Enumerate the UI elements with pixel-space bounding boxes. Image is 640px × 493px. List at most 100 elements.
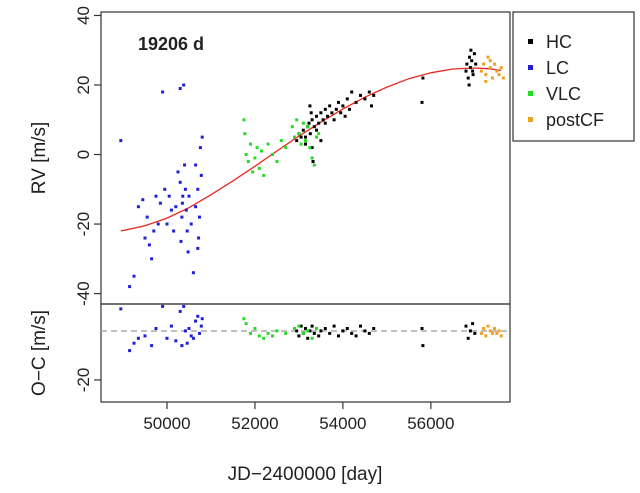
data-point [275,160,279,163]
data-point [420,327,424,330]
data-point [132,274,136,278]
data-point [299,135,303,139]
data-point [249,142,252,146]
data-point [253,156,257,160]
data-point [150,257,154,261]
data-point [490,331,494,335]
legend-marker [528,117,533,122]
rv-y-axis-title: RV [m/s] [29,122,50,195]
data-point [304,139,307,143]
rv-y-axis: -40 -20 0 20 40 [74,6,101,306]
data-point [297,324,301,328]
data-point [470,59,474,63]
data-point [348,107,351,111]
data-point [345,97,349,101]
data-point [249,331,252,335]
data-point [279,139,283,143]
data-point [499,66,503,70]
data-point [297,334,301,338]
panel-title: 19206 d [138,34,204,54]
data-point [200,317,204,321]
data-point [275,329,279,333]
data-point [472,52,476,56]
legend-label: LC [546,58,569,78]
data-point [482,62,486,66]
data-point [354,100,358,104]
residual-panel: -20 O−C [m/s] [29,303,511,403]
data-point [343,114,347,118]
data-point [486,55,490,59]
data-point [497,329,501,333]
data-point [490,76,494,80]
data-point [299,324,303,328]
data-point [257,334,261,338]
data-point [194,319,198,323]
data-point [246,160,250,163]
data-point [345,327,349,330]
data-point [308,132,312,136]
data-point [367,331,371,335]
data-point [339,111,343,115]
data-point [367,90,371,94]
data-point [493,327,497,330]
data-point [310,146,314,150]
data-point [310,324,314,328]
data-point [295,139,299,143]
data-point [468,66,472,70]
data-point [141,198,145,202]
data-point [312,163,316,167]
data-point [295,329,299,333]
data-point [132,341,136,345]
data-point [257,166,261,170]
data-point [310,336,314,340]
rv-y-tick-label: 20 [74,76,93,95]
data-point [484,73,488,77]
legend-label: postCF [546,110,604,130]
data-point [187,194,191,198]
data-point [169,324,173,328]
data-point [321,118,325,122]
legend: HC LC VLC postCF [512,11,635,142]
data-point [315,114,318,118]
data-point [488,59,492,63]
data-point [143,236,147,240]
data-point [328,331,332,335]
data-point [295,118,299,122]
data-point [185,229,189,233]
data-point [181,194,185,198]
data-point [304,142,307,146]
data-point [262,173,266,177]
data-point [363,97,367,101]
rv-plot-frame [100,11,511,305]
data-point [307,121,311,125]
data-point [242,118,246,122]
data-point [186,250,190,254]
data-point [284,331,288,335]
data-point [284,146,288,150]
data-point [180,215,184,219]
data-point [178,180,182,184]
rv-points [119,48,505,289]
data-point [372,327,376,330]
data-point [199,324,203,328]
data-point [317,132,321,136]
data-point [301,331,305,335]
data-point [372,93,376,97]
data-point [304,327,307,330]
residual-y-axis: -20 [74,368,101,393]
data-point [255,146,259,150]
data-point [421,76,425,80]
data-point [266,331,270,335]
residual-y-tick-label: -20 [74,368,93,393]
data-point [198,215,201,219]
data-point [311,160,315,163]
data-point [301,121,305,125]
data-point [200,135,204,139]
data-point [306,336,310,340]
data-point [319,329,323,333]
legend-marker [528,91,533,96]
data-point [169,208,173,212]
data-point [312,125,316,129]
data-point [191,271,195,275]
data-point [486,324,490,328]
